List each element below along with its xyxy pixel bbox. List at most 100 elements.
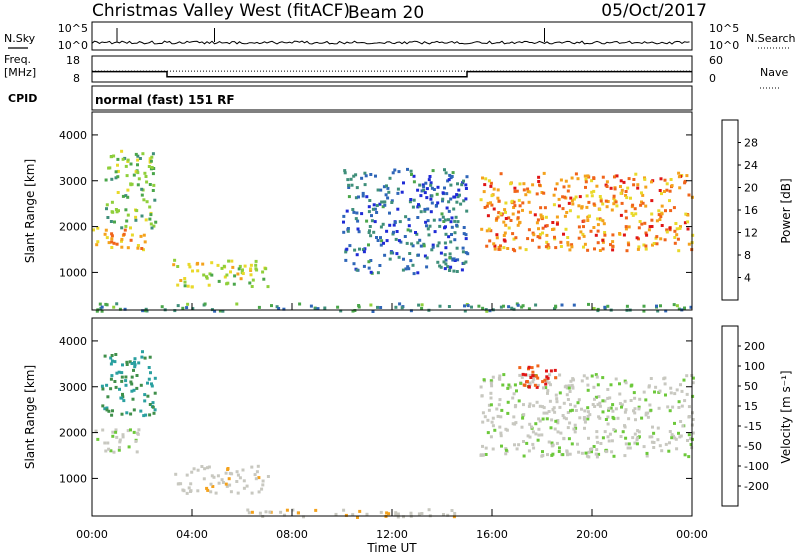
power-cell	[447, 218, 450, 222]
velocity-cell	[153, 408, 157, 412]
velocity-cell	[203, 467, 207, 471]
velocity-cell	[153, 376, 157, 380]
power-cell	[464, 260, 468, 264]
velocity-cell	[529, 376, 533, 379]
velocity-cell	[528, 373, 532, 377]
velocity-cell	[133, 360, 136, 364]
velocity-cell	[586, 388, 590, 392]
velocity-cell	[107, 447, 111, 451]
velocity-cell	[571, 377, 575, 381]
y-tick-label: 1000	[59, 472, 87, 485]
power-cell	[362, 264, 366, 268]
power-cell	[510, 200, 514, 204]
velocity-cell	[250, 510, 254, 514]
power-cell	[685, 174, 689, 178]
nsearch-tick-top: 10^5	[709, 22, 739, 35]
power-cell	[663, 178, 667, 182]
power-cell	[541, 231, 544, 235]
velocity-cell	[562, 416, 566, 420]
power-cell	[582, 219, 586, 223]
power-cell	[122, 232, 126, 236]
power-cell	[142, 198, 146, 202]
power-cell	[419, 244, 423, 248]
velocity-cell	[211, 485, 215, 488]
power-cell	[416, 188, 420, 192]
power-cell	[388, 176, 392, 180]
power-cell	[420, 303, 424, 307]
power-cell	[205, 275, 208, 279]
velocity-cell	[149, 371, 152, 375]
power-cell	[136, 154, 140, 158]
velocity-cell	[611, 409, 615, 413]
cpid-panel	[91, 85, 693, 111]
power-cell	[346, 178, 350, 182]
power-cell	[599, 218, 603, 222]
power-cell	[382, 185, 386, 189]
power-cell	[361, 191, 365, 195]
power-cell	[531, 238, 534, 242]
velocity-cell	[227, 477, 231, 481]
power-cell	[397, 170, 401, 174]
power-cell	[248, 281, 252, 285]
power-cell	[309, 304, 313, 308]
power-cell	[373, 220, 377, 224]
power-cell	[568, 209, 572, 213]
power-cell	[574, 195, 578, 199]
velocity-cell	[568, 452, 572, 456]
velocity-cell	[569, 409, 572, 413]
velocity-cell	[677, 406, 681, 409]
power-cell	[626, 186, 630, 190]
power-cell	[446, 265, 450, 269]
power-cell	[603, 233, 607, 237]
power-cell	[665, 182, 669, 186]
velocity-cell	[541, 380, 545, 384]
power-cell	[379, 225, 383, 229]
power-cell	[552, 193, 556, 197]
velocity-cell	[683, 399, 687, 403]
velocity-cell	[607, 406, 611, 410]
velocity-cell	[567, 386, 571, 390]
power-cell	[109, 155, 113, 159]
power-cell	[465, 175, 469, 179]
power-cell	[581, 232, 585, 236]
y-tick-label: 2000	[59, 427, 87, 440]
velocity-cell	[650, 435, 654, 439]
velocity-panel-frame	[91, 317, 693, 517]
power-cell	[373, 207, 377, 211]
velocity-cell	[513, 443, 516, 447]
power-cell	[452, 207, 456, 211]
power-cell	[351, 208, 355, 211]
x-tick-label: 00:00	[676, 528, 708, 541]
velocity-cell	[595, 435, 599, 439]
velocity-cell	[583, 420, 587, 424]
velocity-cell	[515, 447, 519, 451]
velocity-colorbar-tick-label: -15	[744, 420, 762, 433]
power-cell	[403, 235, 407, 238]
power-cell	[611, 233, 615, 237]
power-cell	[518, 182, 522, 186]
power-cell	[342, 220, 345, 224]
power-cell	[568, 248, 572, 252]
power-cell	[486, 201, 490, 205]
power-cell	[356, 227, 360, 231]
velocity-cell	[196, 489, 200, 493]
power-colorbar-label: Power [dB]	[779, 178, 793, 243]
velocity-cell	[417, 512, 421, 516]
power-cell	[416, 241, 420, 245]
power-cell	[637, 245, 641, 249]
power-cell	[609, 186, 613, 190]
velocity-cell	[189, 482, 193, 486]
power-cell	[496, 188, 500, 192]
power-cell	[560, 303, 564, 307]
power-cell	[642, 243, 646, 247]
velocity-cell	[687, 433, 691, 437]
velocity-cell	[664, 393, 667, 397]
power-cell	[114, 176, 118, 180]
velocity-cell	[522, 413, 526, 417]
power-cell	[446, 179, 450, 183]
power-cell	[437, 241, 441, 245]
velocity-cell	[522, 454, 526, 458]
power-cell	[151, 189, 155, 192]
power-cell	[185, 306, 189, 310]
station-title: Christmas Valley West (fitACF)	[92, 1, 350, 21]
